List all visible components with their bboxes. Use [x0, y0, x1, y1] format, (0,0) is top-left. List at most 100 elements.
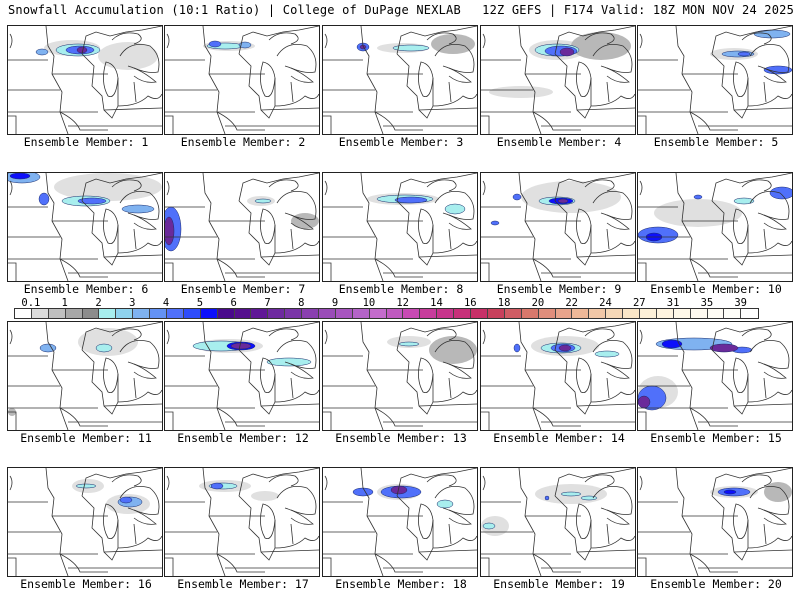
colorbar-swatch	[454, 309, 472, 318]
map-svg	[481, 173, 635, 281]
ensemble-map-panel	[480, 321, 636, 431]
ensemble-map-panel	[322, 467, 478, 577]
snowfall-contour	[230, 342, 252, 350]
ensemble-map-panel	[7, 172, 163, 282]
colorbar-swatch	[335, 309, 353, 318]
colorbar-swatch	[589, 309, 607, 318]
snowfall-contour	[95, 343, 113, 353]
colorbar-swatch	[82, 309, 100, 318]
map-svg	[638, 26, 792, 134]
ensemble-map-panel	[322, 172, 478, 282]
ensemble-map-panel	[637, 172, 793, 282]
panel-label: Ensemble Member: 5	[653, 135, 779, 149]
colorbar-swatch	[116, 309, 134, 318]
snowfall-contour	[208, 40, 222, 48]
panel-label: Ensemble Member: 1	[23, 135, 149, 149]
snowfall-contour	[558, 344, 572, 352]
colorbar-swatch	[31, 309, 49, 318]
snowfall-contour	[165, 216, 175, 246]
snowfall-contour	[78, 328, 138, 356]
snowfall-contour	[392, 44, 430, 52]
colorbar-swatch	[319, 309, 336, 318]
colorbar-swatch	[268, 309, 286, 318]
ensemble-map-panel	[480, 467, 636, 577]
ensemble-map-panel	[480, 25, 636, 135]
colorbar-swatch	[285, 309, 303, 318]
snowfall-contour	[594, 350, 620, 358]
snowfall-contour	[266, 357, 312, 367]
map-svg	[165, 468, 319, 576]
snowfall-contour	[254, 198, 272, 204]
panel-label: Ensemble Member: 19	[493, 577, 625, 591]
colorbar-tick-label: 14	[430, 297, 443, 309]
colorbar-swatch	[504, 309, 522, 318]
panel-label: Ensemble Member: 15	[650, 431, 782, 445]
ensemble-map-panel	[164, 172, 320, 282]
map-svg	[8, 173, 162, 281]
snowfall-contour	[580, 495, 598, 501]
ensemble-map-panel	[637, 467, 793, 577]
colorbar-tick-label: 4	[162, 297, 170, 309]
ensemble-map-panel	[7, 25, 163, 135]
colorbar-swatch	[437, 309, 455, 318]
colorbar-swatch	[538, 309, 556, 318]
snowfall-contour	[512, 193, 522, 201]
snowfall-contour	[544, 495, 550, 501]
colorbar-swatch	[707, 309, 725, 318]
colorbar-swatch	[656, 309, 674, 318]
colorbar-swatch	[48, 309, 66, 318]
ensemble-map-panel	[7, 321, 163, 431]
snowfall-contour	[521, 181, 621, 213]
snowfall-contour	[35, 48, 49, 56]
panel-label: Ensemble Member: 12	[177, 431, 309, 445]
map-svg	[481, 26, 635, 134]
snowfall-contour	[559, 47, 575, 57]
map-svg	[638, 173, 792, 281]
map-svg	[165, 26, 319, 134]
ensemble-map-panel	[164, 321, 320, 431]
colorbar-swatch	[639, 309, 657, 318]
ensemble-map-panel	[164, 467, 320, 577]
snowfall-contour	[9, 173, 31, 180]
snowfall-contour	[661, 339, 683, 349]
panel-label: Ensemble Member: 4	[496, 135, 622, 149]
colorbar-swatch	[251, 309, 269, 318]
snowfall-contour	[723, 489, 737, 495]
colorbar-swatch	[167, 309, 184, 318]
snowfall-contour	[482, 522, 496, 530]
colorbar-swatch	[521, 309, 539, 318]
colorbar-swatch	[369, 309, 387, 318]
map-svg	[638, 468, 792, 576]
snowfall-contour	[638, 395, 651, 409]
panel-label: Ensemble Member: 14	[493, 431, 625, 445]
snowfall-contour	[429, 336, 477, 364]
colorbar-swatch	[386, 309, 404, 318]
map-svg	[323, 173, 477, 281]
colorbar-tick-label: 20	[531, 297, 545, 309]
snowfall-contour	[121, 204, 155, 214]
colorbar-swatch	[623, 309, 640, 318]
snowfall-contour	[763, 65, 792, 75]
colorbar-tick-label: 3	[129, 297, 136, 309]
snowfall-contour	[654, 199, 742, 227]
colorbar-swatch	[420, 309, 438, 318]
colorbar-tick-label: 7	[264, 297, 271, 309]
snowfall-contour	[238, 41, 252, 49]
snowfall-contour	[75, 483, 97, 489]
map-svg	[638, 322, 792, 430]
snowfall-contour	[54, 173, 162, 201]
snowfall-contour	[513, 343, 521, 353]
colorbar-tick-label: 0.1	[21, 297, 41, 309]
snowfall-contour	[764, 482, 792, 502]
snowfall-contour	[490, 220, 500, 226]
colorbar-tick-label: 6	[230, 297, 237, 309]
ensemble-map-panel	[322, 321, 478, 431]
header-title-right: 12Z GEFS | F174 Valid: 18Z MON NOV 24 20…	[482, 3, 794, 17]
panel-label: Ensemble Member: 18	[335, 577, 467, 591]
snowfall-contour	[489, 86, 553, 98]
panel-label: Ensemble Member: 16	[20, 577, 152, 591]
map-svg	[8, 26, 162, 134]
snowfall-contour	[98, 42, 158, 70]
colorbar-swatch	[217, 309, 235, 318]
snowfall-contour	[77, 197, 107, 205]
